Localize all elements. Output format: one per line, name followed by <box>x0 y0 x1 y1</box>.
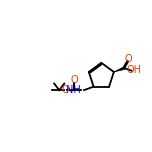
Text: NH: NH <box>66 85 81 95</box>
Polygon shape <box>114 67 125 72</box>
Text: O: O <box>124 54 132 64</box>
Text: O: O <box>61 85 69 95</box>
Text: OH: OH <box>127 65 142 75</box>
Text: O: O <box>70 76 78 85</box>
